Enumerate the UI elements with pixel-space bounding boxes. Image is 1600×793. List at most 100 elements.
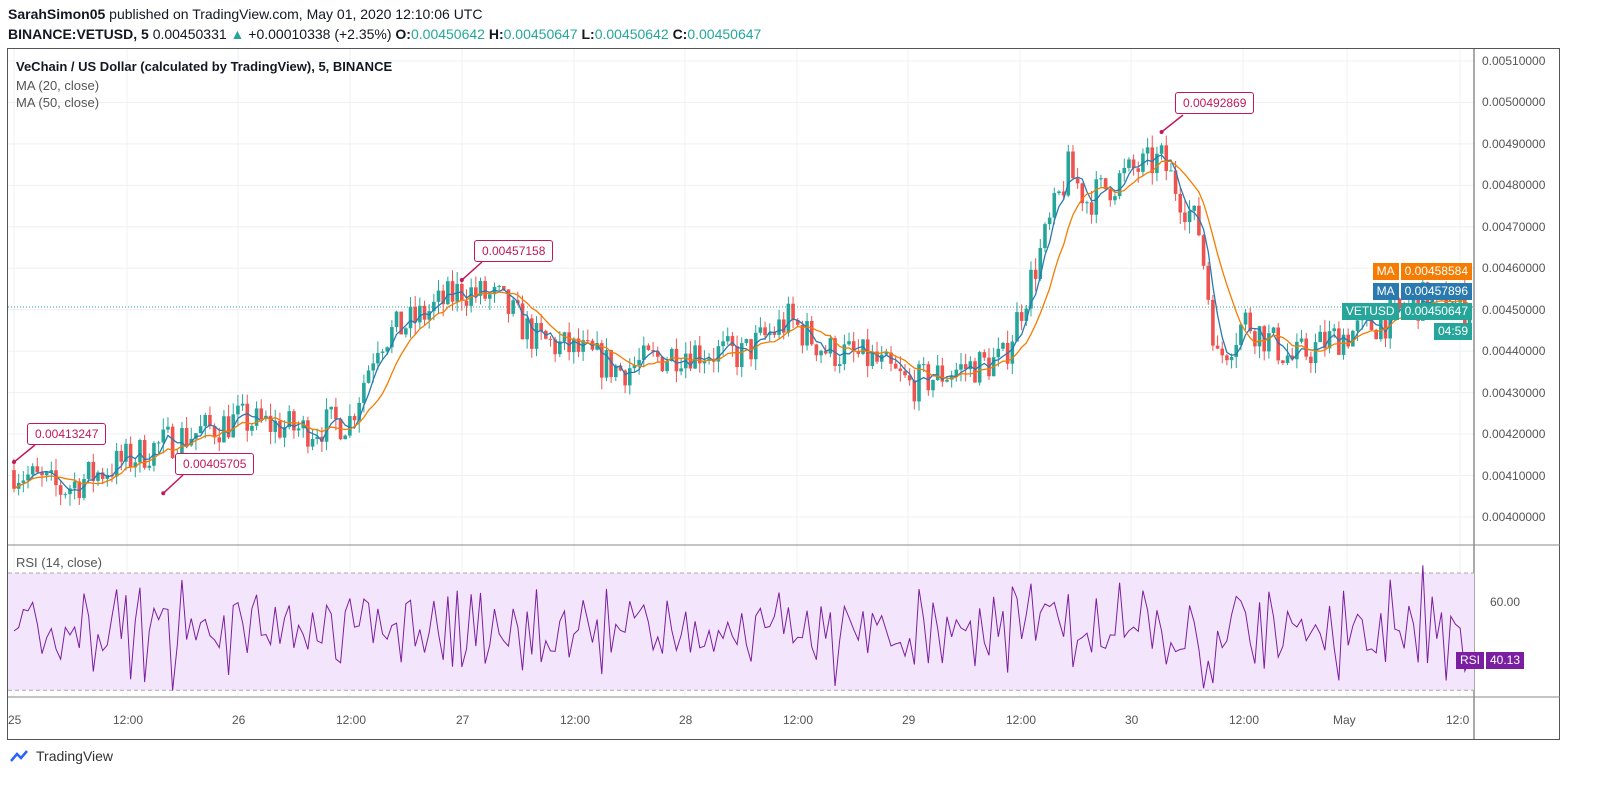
chart-frame[interactable] xyxy=(7,48,1560,740)
candle xyxy=(432,301,436,312)
candle xyxy=(240,403,245,406)
ma50-line xyxy=(13,160,1470,490)
candle xyxy=(786,303,791,333)
candle xyxy=(413,306,417,323)
candle xyxy=(903,371,907,376)
candle xyxy=(436,290,441,302)
tradingview-logo[interactable]: TradingView xyxy=(10,748,113,764)
ma20-line xyxy=(13,154,1470,492)
candle xyxy=(1089,202,1094,215)
annotation-label[interactable]: 0.00457158 xyxy=(474,240,554,262)
time-axis-tick: 12:0 xyxy=(1446,713,1470,727)
candle xyxy=(1374,329,1378,340)
candle xyxy=(730,336,735,347)
candle xyxy=(763,327,767,336)
price-axis-tick: 0.00420000 xyxy=(1482,427,1546,442)
candle xyxy=(1229,356,1234,361)
candle xyxy=(273,420,278,432)
candle xyxy=(1029,269,1033,309)
price-axis-tick: 0.00500000 xyxy=(1482,95,1546,110)
rsi-band xyxy=(8,573,1474,691)
price-axis-tick: 0.00510000 xyxy=(1482,54,1546,68)
annotation-label[interactable]: 0.00492869 xyxy=(1175,92,1255,114)
annotation-pointer xyxy=(13,444,36,463)
candle xyxy=(1197,205,1201,236)
ma20-legend[interactable]: MA (20, close) xyxy=(16,78,100,93)
candle xyxy=(795,320,800,325)
candle xyxy=(1155,153,1159,174)
candle xyxy=(26,474,30,481)
candle xyxy=(1299,338,1304,342)
price-axis-tick: 0.00470000 xyxy=(1482,219,1546,234)
candle xyxy=(534,322,539,349)
candle xyxy=(161,429,166,443)
candle xyxy=(1220,348,1225,356)
candle xyxy=(138,439,142,463)
ma20-price-tag: MA 0.00457896 xyxy=(1372,283,1472,300)
candle xyxy=(758,327,763,333)
ma50-tag-label: MA xyxy=(1372,263,1399,280)
candle xyxy=(1206,265,1211,300)
candle xyxy=(1225,355,1229,361)
candle xyxy=(1164,145,1169,171)
ma50-legend[interactable]: MA (50, close) xyxy=(16,95,100,110)
author[interactable]: SarahSimon05 xyxy=(8,6,106,22)
candle xyxy=(54,470,58,486)
rsi-legend[interactable]: RSI (14, close) xyxy=(16,555,102,570)
candle xyxy=(1057,191,1061,194)
open-label: O: xyxy=(395,26,411,42)
bar-countdown: 04:59 xyxy=(1433,323,1472,340)
candle xyxy=(651,349,655,352)
candle xyxy=(548,338,553,340)
candle xyxy=(366,370,371,383)
chart-title: VeChain / US Dollar (calculated by Tradi… xyxy=(16,59,393,74)
candle xyxy=(632,365,637,369)
candle xyxy=(585,340,590,342)
candle xyxy=(1038,247,1043,279)
time-axis-tick: 12:00 xyxy=(113,713,144,727)
candle xyxy=(1187,210,1192,223)
price-axis-tick: 0.00490000 xyxy=(1482,136,1546,151)
candle xyxy=(777,319,781,335)
candle xyxy=(1411,296,1416,305)
candle xyxy=(1019,312,1024,321)
candle xyxy=(114,450,119,477)
candle xyxy=(119,450,124,462)
annotation-point xyxy=(161,491,166,496)
candle xyxy=(278,420,282,438)
time-axis-tick: 12:00 xyxy=(783,713,814,727)
candle xyxy=(222,416,226,443)
candle xyxy=(1397,298,1402,309)
candle xyxy=(646,345,651,350)
candle xyxy=(674,348,679,372)
rsi-tag-label: RSI xyxy=(1455,652,1484,669)
candle xyxy=(166,426,170,430)
symbol-tag-value: 0.00450647 xyxy=(1400,303,1472,320)
time-axis-tick: 26 xyxy=(232,713,246,727)
candle xyxy=(446,281,450,305)
candle xyxy=(198,426,203,434)
candle xyxy=(935,365,940,380)
candle xyxy=(1327,331,1332,349)
candle xyxy=(898,368,903,372)
low-label: L: xyxy=(581,26,595,42)
candle xyxy=(665,361,669,372)
candle xyxy=(464,300,469,306)
candle xyxy=(1145,147,1150,154)
candle xyxy=(1239,324,1243,346)
candle xyxy=(1253,331,1257,347)
close-label: C: xyxy=(672,26,688,42)
candle xyxy=(357,402,362,421)
annotation-label[interactable]: 0.00413247 xyxy=(27,423,107,445)
brand-name: TradingView xyxy=(36,748,114,764)
candle xyxy=(1467,316,1472,324)
annotation-pointer xyxy=(1161,114,1184,133)
candle xyxy=(693,345,697,369)
annotation-label[interactable]: 0.00405705 xyxy=(175,453,255,475)
price-axis-tick: 0.00410000 xyxy=(1482,468,1546,483)
candle xyxy=(282,427,287,438)
candle xyxy=(1318,331,1322,343)
candle xyxy=(1136,168,1141,172)
candle xyxy=(231,414,236,438)
